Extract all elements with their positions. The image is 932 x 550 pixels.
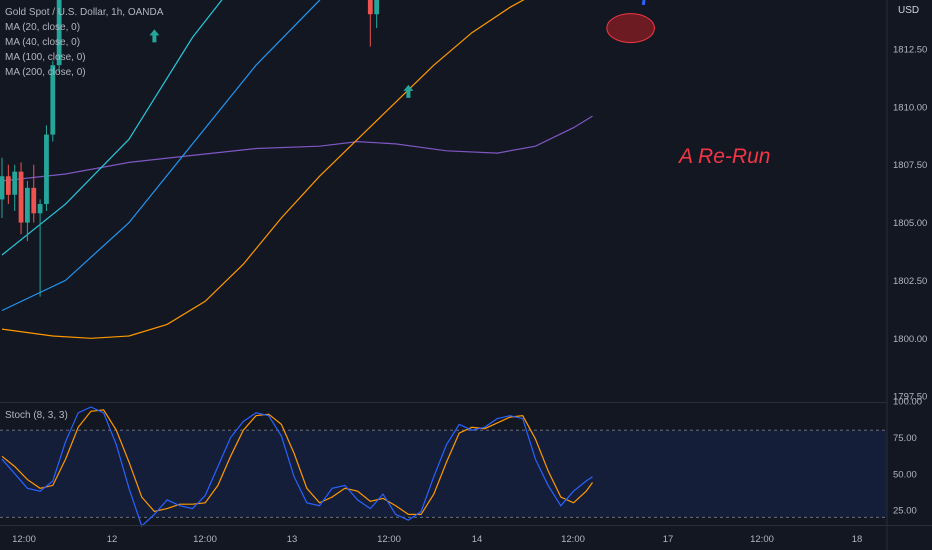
time-tick-label: 12:00 <box>12 534 36 545</box>
stochastic-pane[interactable] <box>0 406 887 528</box>
candle-body <box>56 0 62 66</box>
stoch-k-line <box>1 406 593 528</box>
stoch-legend[interactable]: Stoch (8, 3, 3) <box>5 410 68 421</box>
candle-body <box>44 134 49 205</box>
candle <box>374 0 380 29</box>
ma200-line <box>1 0 525 339</box>
candle-body <box>0 176 5 200</box>
ma40-legend[interactable]: MA (40, close, 0) <box>5 37 81 48</box>
currency-label[interactable]: USD <box>898 5 920 16</box>
indicator-legend: Gold Spot / U.S. Dollar, 1h, OANDA MA (2… <box>5 5 163 80</box>
candle-body <box>12 171 18 195</box>
candle <box>37 199 43 297</box>
ma20-line <box>1 0 223 256</box>
price-tick-label: 1802.50 <box>893 276 927 287</box>
time-tick-label: 12:00 <box>561 534 585 545</box>
time-tick-label: 12 <box>107 534 118 545</box>
candle-body <box>25 187 30 223</box>
time-axis[interactable]: 12:00 12 12:00 13 12:00 14 12:00 17 12:00 18 <box>0 525 932 546</box>
ma200-legend[interactable]: MA (200, close, 0) <box>5 67 86 78</box>
candle <box>56 0 62 73</box>
candle-body <box>367 0 373 15</box>
ma20-legend[interactable]: MA (20, close, 0) <box>5 22 81 33</box>
candle <box>12 164 18 211</box>
price-tick-label: 1805.00 <box>893 218 927 229</box>
annotation-text: A Re-Run <box>679 145 771 168</box>
stoch-band <box>0 430 887 518</box>
candle <box>5 164 11 205</box>
price-tick-label: 1810.00 <box>893 102 927 113</box>
signal-up-arrow-icon <box>149 29 160 43</box>
candle <box>44 125 49 211</box>
candle <box>0 157 5 218</box>
candle <box>25 180 30 242</box>
candle-body <box>374 0 380 15</box>
symbol-title[interactable]: Gold Spot / U.S. Dollar, 1h, OANDA <box>5 7 164 18</box>
stoch-tick-label: 25.00 <box>893 506 917 517</box>
time-tick-label: 13 <box>287 534 298 545</box>
ma100-line <box>1 115 593 182</box>
axis-background <box>887 0 932 550</box>
price-tick-label: 1797.50 <box>893 392 927 403</box>
candle-body <box>18 171 24 223</box>
target-zone-ellipse <box>606 13 655 44</box>
stoch-tick-label: 75.00 <box>893 433 917 444</box>
up-arrow-icon <box>641 0 646 6</box>
price-tick-label: 1800.00 <box>893 334 927 345</box>
ma100-legend[interactable]: MA (100, close, 0) <box>5 52 86 63</box>
signal-up-arrow-icon <box>403 84 414 98</box>
price-pane[interactable] <box>0 0 887 403</box>
time-tick-label: 12:00 <box>193 534 217 545</box>
time-tick-label: 18 <box>852 534 863 545</box>
stoch-d-line <box>1 409 593 515</box>
price-tick-label: 1807.50 <box>893 160 927 171</box>
time-tick-label: 17 <box>663 534 674 545</box>
candle <box>31 164 37 223</box>
stoch-tick-label: 100.00 <box>893 397 922 408</box>
candle <box>18 162 24 235</box>
candle-body <box>50 65 56 135</box>
candle-body <box>5 176 11 195</box>
stoch-tick-label: 50.00 <box>893 469 917 480</box>
time-tick-label: 12:00 <box>377 534 401 545</box>
time-tick-label: 12:00 <box>750 534 774 545</box>
candle <box>367 0 373 47</box>
ma40-line <box>1 0 321 312</box>
price-axis[interactable]: 1797.50 1800.00 1802.50 1805.00 1807.50 1810.… <box>886 0 932 550</box>
candle-body <box>31 187 37 214</box>
price-tick-label: 1812.50 <box>893 44 927 55</box>
time-tick-label: 14 <box>472 534 483 545</box>
candle <box>50 60 56 142</box>
candle-body <box>37 204 43 214</box>
